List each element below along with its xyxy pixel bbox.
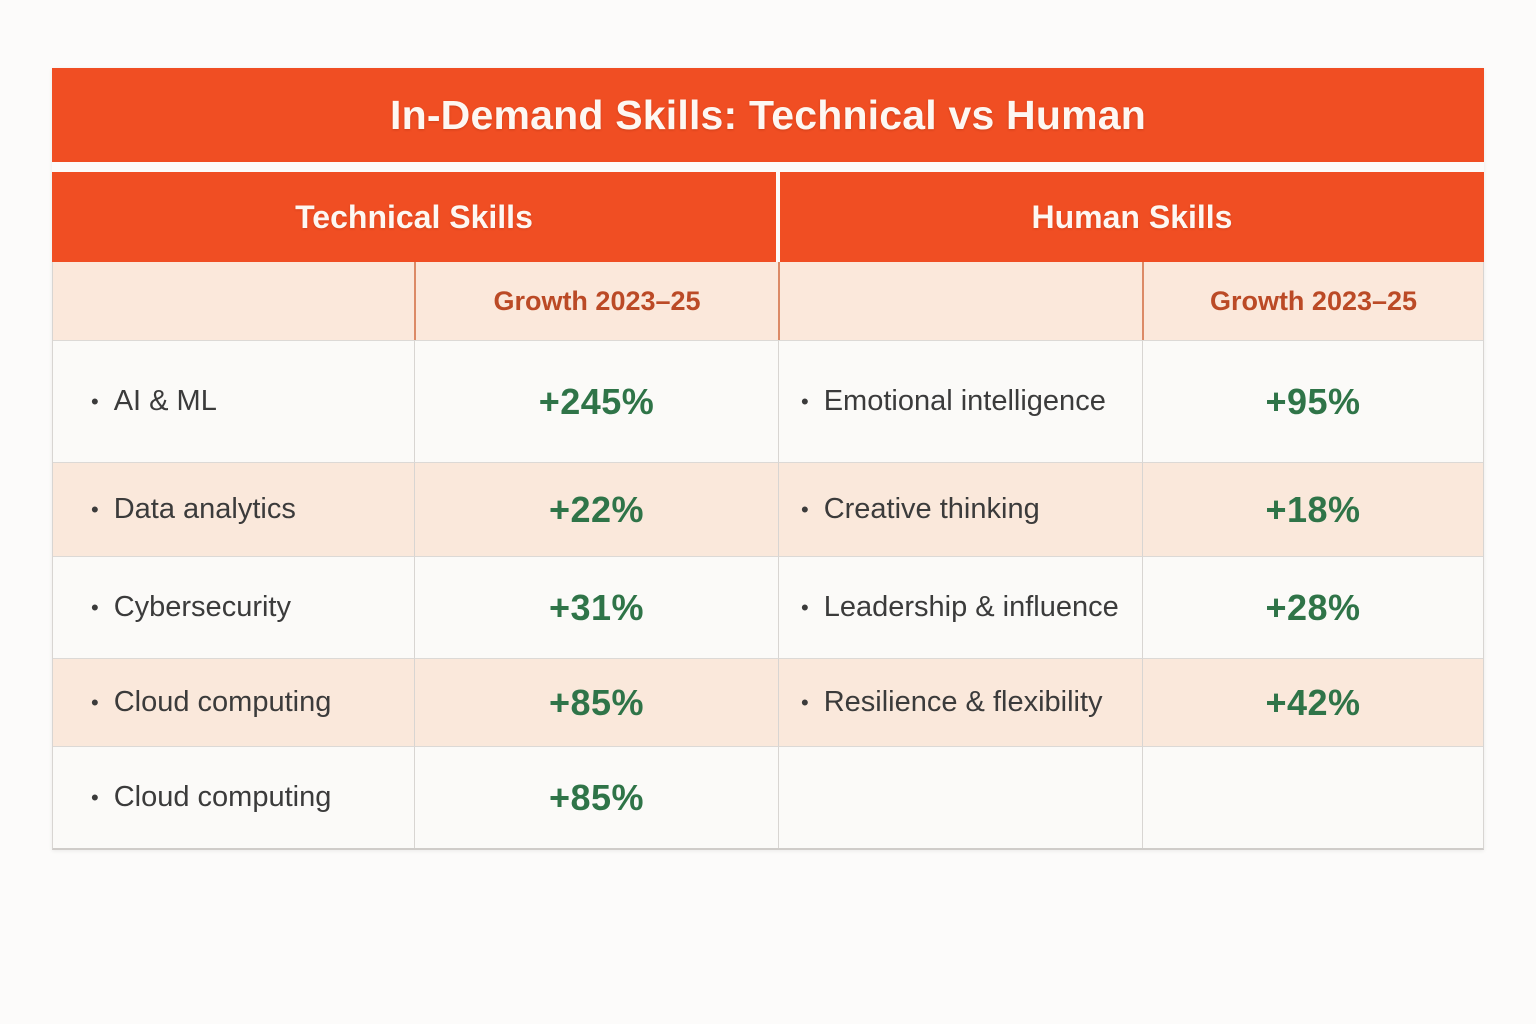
bullet-icon: • xyxy=(91,594,99,620)
bullet-icon: • xyxy=(801,388,809,414)
table-row: • Data analytics +22% • Creative thinkin… xyxy=(53,462,1483,556)
skill-cell-empty xyxy=(778,746,1142,848)
table-title-bar: In-Demand Skills: Technical vs Human xyxy=(52,68,1484,162)
skill-label: Leadership & influence xyxy=(823,591,1119,623)
section-divider xyxy=(776,172,780,262)
growth-header-technical: Growth 2023–25 xyxy=(414,262,778,340)
growth-value-cell: +85% xyxy=(414,658,778,746)
skill-label: Cloud computing xyxy=(113,781,332,813)
growth-header-row: Growth 2023–25 Growth 2023–25 xyxy=(53,262,1483,340)
table-row: • Cloud computing +85% • Resilience & fl… xyxy=(53,658,1483,746)
bullet-icon: • xyxy=(91,784,99,810)
bullet-icon: • xyxy=(801,689,809,715)
growth-value-cell: +85% xyxy=(414,746,778,848)
skill-cell: • Cybersecurity xyxy=(53,556,414,658)
table-row: • Cloud computing +85% xyxy=(53,746,1483,848)
skill-label: Creative thinking xyxy=(823,493,1040,525)
skill-label: Resilience & flexibility xyxy=(823,686,1103,718)
growth-value-cell: +245% xyxy=(414,340,778,462)
title-gap-divider xyxy=(52,162,1484,172)
bullet-icon: • xyxy=(801,594,809,620)
bullet-icon: • xyxy=(91,496,99,522)
skill-cell: • Cloud computing xyxy=(53,746,414,848)
empty-header-cell xyxy=(778,262,1142,340)
bullet-icon: • xyxy=(91,388,99,414)
growth-value-cell: +42% xyxy=(1142,658,1483,746)
skills-table: In-Demand Skills: Technical vs Human Tec… xyxy=(52,68,1484,850)
skill-cell: • AI & ML xyxy=(53,340,414,462)
growth-value-cell: +18% xyxy=(1142,462,1483,556)
section-header-row: Technical Skills Human Skills xyxy=(52,172,1484,262)
skill-label: Cloud computing xyxy=(113,686,332,718)
growth-value-cell: +31% xyxy=(414,556,778,658)
skill-label: Cybersecurity xyxy=(113,591,291,623)
bullet-icon: • xyxy=(801,496,809,522)
skill-cell: • Leadership & influence xyxy=(778,556,1142,658)
section-header-human: Human Skills xyxy=(780,172,1484,262)
skill-cell: • Resilience & flexibility xyxy=(778,658,1142,746)
growth-value-cell: +95% xyxy=(1142,340,1483,462)
skill-label: Data analytics xyxy=(113,493,296,525)
growth-value-cell xyxy=(1142,746,1483,848)
growth-value-cell: +22% xyxy=(414,462,778,556)
empty-header-cell xyxy=(53,262,414,340)
table-grid: Growth 2023–25 Growth 2023–25 • AI & ML … xyxy=(52,262,1484,850)
growth-header-human: Growth 2023–25 xyxy=(1142,262,1483,340)
skill-cell: • Cloud computing xyxy=(53,658,414,746)
growth-value-cell: +28% xyxy=(1142,556,1483,658)
skill-label: Emotional intelligence xyxy=(823,385,1106,417)
table-row: • Cybersecurity +31% • Leadership & infl… xyxy=(53,556,1483,658)
section-header-technical: Technical Skills xyxy=(52,172,776,262)
skill-label: AI & ML xyxy=(113,385,217,417)
bullet-icon: • xyxy=(91,689,99,715)
skill-cell: • Creative thinking xyxy=(778,462,1142,556)
table-title: In-Demand Skills: Technical vs Human xyxy=(389,91,1147,138)
table-row: • AI & ML +245% • Emotional intelligence… xyxy=(53,340,1483,462)
skill-cell: • Data analytics xyxy=(53,462,414,556)
skill-cell: • Emotional intelligence xyxy=(778,340,1142,462)
